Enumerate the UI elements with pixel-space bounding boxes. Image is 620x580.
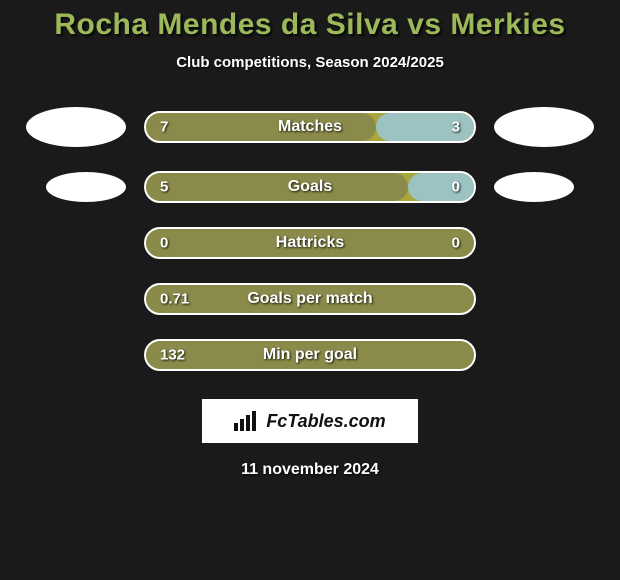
bar-fill-right bbox=[408, 173, 474, 201]
subtitle: Club competitions, Season 2024/2025 bbox=[0, 54, 620, 71]
chart-bars-icon bbox=[234, 411, 260, 431]
stat-bar: 0.71 Goals per match bbox=[144, 283, 476, 315]
stat-label: Matches bbox=[278, 118, 342, 136]
comparison-infographic: Rocha Mendes da Silva vs Merkies Club co… bbox=[0, 0, 620, 479]
stat-label: Hattricks bbox=[276, 234, 344, 252]
page-title: Rocha Mendes da Silva vs Merkies bbox=[0, 8, 620, 42]
flag-left bbox=[46, 172, 126, 202]
flag-right bbox=[494, 172, 574, 202]
stat-label: Goals bbox=[288, 178, 332, 196]
stat-value-left: 5 bbox=[160, 179, 168, 196]
stat-value-right: 3 bbox=[452, 119, 460, 136]
stat-value-right: 0 bbox=[452, 235, 460, 252]
stat-bar: 5 0 Goals bbox=[144, 171, 476, 203]
stat-value-left: 132 bbox=[160, 347, 185, 364]
stat-bar: 0 0 Hattricks bbox=[144, 227, 476, 259]
flag-left bbox=[26, 107, 126, 147]
stat-label: Min per goal bbox=[263, 346, 357, 364]
stat-row: 0.71 Goals per match bbox=[0, 283, 620, 315]
stat-row: 132 Min per goal bbox=[0, 339, 620, 371]
logo-box: FcTables.com bbox=[202, 399, 418, 443]
stat-value-left: 0 bbox=[160, 235, 168, 252]
logo-text: FcTables.com bbox=[266, 411, 385, 432]
stat-label: Goals per match bbox=[247, 290, 372, 308]
stat-value-left: 7 bbox=[160, 119, 168, 136]
date-text: 11 november 2024 bbox=[0, 461, 620, 479]
stat-bar: 7 3 Matches bbox=[144, 111, 476, 143]
stat-row: 5 0 Goals bbox=[0, 171, 620, 203]
stat-row: 7 3 Matches bbox=[0, 107, 620, 147]
stat-rows: 7 3 Matches 5 0 Goals 0 0 Hattricks 0.71 Goals per… bbox=[0, 107, 620, 371]
stat-value-right: 0 bbox=[452, 179, 460, 196]
flag-right bbox=[494, 107, 594, 147]
stat-bar: 132 Min per goal bbox=[144, 339, 476, 371]
stat-row: 0 0 Hattricks bbox=[0, 227, 620, 259]
bar-fill-left bbox=[146, 173, 408, 201]
stat-value-left: 0.71 bbox=[160, 291, 189, 308]
